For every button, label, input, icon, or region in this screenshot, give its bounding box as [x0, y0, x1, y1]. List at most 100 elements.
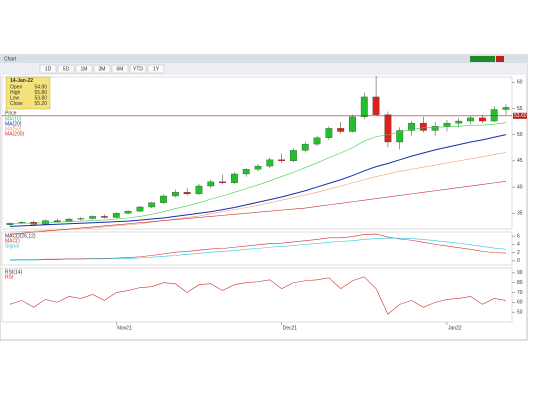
candle-body — [124, 211, 132, 214]
candle-body — [266, 159, 274, 167]
toolbar-label: 6M — [117, 66, 124, 72]
title-bar — [0, 55, 527, 63]
series-line — [9, 152, 507, 233]
candle-body — [195, 185, 203, 195]
y-tick-label: 45 — [517, 158, 523, 164]
legend-entry: MA(200) — [5, 131, 25, 137]
candle-body — [207, 181, 215, 187]
candle-body — [419, 122, 427, 131]
candle-body — [219, 181, 226, 184]
legend-entry: MA(50) — [5, 126, 22, 132]
toolbar-label: 3M — [99, 66, 106, 72]
pane-frame — [1, 76, 513, 230]
candle-body — [112, 213, 120, 218]
pane-title: RSI(14) — [5, 269, 23, 275]
candle-body — [478, 117, 486, 122]
candle-body — [301, 143, 309, 151]
toolbar-label: YTD — [133, 66, 143, 72]
y-tick-label: 2 — [517, 250, 520, 256]
pane-frame — [1, 231, 513, 266]
y-tick-label: 35 — [517, 211, 523, 217]
series-line — [9, 181, 507, 235]
toolbar-button[interactable] — [129, 64, 147, 74]
info-label: Open — [10, 84, 22, 90]
candle-body — [337, 128, 345, 132]
x-tick-label: Jan22 — [448, 325, 462, 331]
y-tick-label: 60 — [517, 80, 523, 86]
plot-area: Price35404550556053.60MA(10)MA(20)MA(50)… — [1, 75, 527, 331]
window-frame — [0, 54, 528, 341]
legend-entry: Signal — [5, 243, 19, 249]
candle-body — [384, 114, 392, 143]
y-tick-label: 40 — [517, 184, 523, 190]
candle-body — [148, 202, 156, 208]
pane-frame — [1, 267, 513, 323]
info-value: 55.20 — [34, 101, 47, 107]
status-badge — [496, 56, 504, 62]
toolbar-buttons: 1D 5D 1M 3M 6M YTD 1Y — [39, 64, 165, 74]
toolbar-button[interactable] — [93, 64, 111, 74]
info-rows: Open 54.80 High 55.80 Low 53.80 Close 55.20 — [10, 84, 47, 107]
toolbar-button[interactable] — [75, 64, 93, 74]
series-line — [9, 276, 507, 315]
series-line — [9, 237, 507, 261]
toolbar-label: 5D — [63, 66, 70, 72]
info-value: 55.80 — [34, 90, 47, 96]
toolbar-button[interactable] — [147, 64, 165, 74]
y-tick-label: 55 — [517, 106, 523, 112]
candle-body — [171, 192, 179, 197]
candle-body — [313, 137, 321, 145]
candle-body — [230, 173, 238, 184]
price-label-box — [513, 112, 527, 119]
legend-entry: MACD — [5, 238, 20, 244]
series-line — [9, 134, 507, 227]
candle-body — [89, 216, 97, 219]
status-badge — [470, 56, 495, 62]
candle-body — [290, 150, 297, 162]
y-tick-label: 80 — [517, 280, 523, 286]
y-tick-label: 90 — [517, 270, 523, 276]
candle-body — [101, 216, 108, 218]
y-tick-label: 4 — [517, 242, 520, 248]
candle-body — [254, 165, 262, 170]
price-label: 53.60 — [514, 113, 527, 119]
info-label: Low — [10, 95, 20, 101]
candle-body — [77, 218, 85, 220]
y-tick-label: 70 — [517, 290, 523, 296]
toolbar-label: 1Y — [153, 66, 160, 72]
y-tick-label: 50 — [517, 132, 523, 138]
candle-body — [467, 117, 474, 122]
candle-body — [349, 116, 356, 132]
toolbar-button[interactable] — [111, 64, 129, 74]
y-tick-label: 0 — [517, 258, 520, 264]
series-line — [9, 122, 507, 225]
candle-body — [53, 220, 61, 222]
y-tick-label: 6 — [517, 233, 520, 239]
toolbar-label: 1M — [81, 66, 88, 72]
info-box — [5, 76, 51, 110]
toolbar-button[interactable] — [57, 64, 75, 74]
series-line — [9, 233, 507, 261]
candle-body — [443, 122, 451, 127]
info-label: Close — [10, 101, 23, 107]
candle-body — [160, 195, 167, 203]
candle-body — [278, 159, 286, 162]
candle-body — [431, 126, 439, 131]
candle-body — [6, 223, 14, 225]
pane-title: MACD(26,12) — [5, 233, 36, 239]
toolbar-button[interactable] — [39, 64, 57, 74]
candle-body — [136, 206, 144, 212]
candle-body — [372, 96, 380, 115]
candle-body — [396, 130, 404, 143]
info-value: 54.80 — [34, 84, 47, 90]
candle-body — [242, 169, 250, 175]
candle-body — [408, 122, 415, 131]
candle-body — [325, 128, 333, 138]
window-title: Chart — [4, 56, 17, 62]
x-tick-label: Nov21 — [117, 325, 132, 331]
y-tick-label: 50 — [517, 310, 523, 316]
info-title: 14-Jan-22 — [10, 78, 33, 84]
candle-body — [183, 192, 191, 195]
x-tick-label: Dec21 — [283, 325, 298, 331]
